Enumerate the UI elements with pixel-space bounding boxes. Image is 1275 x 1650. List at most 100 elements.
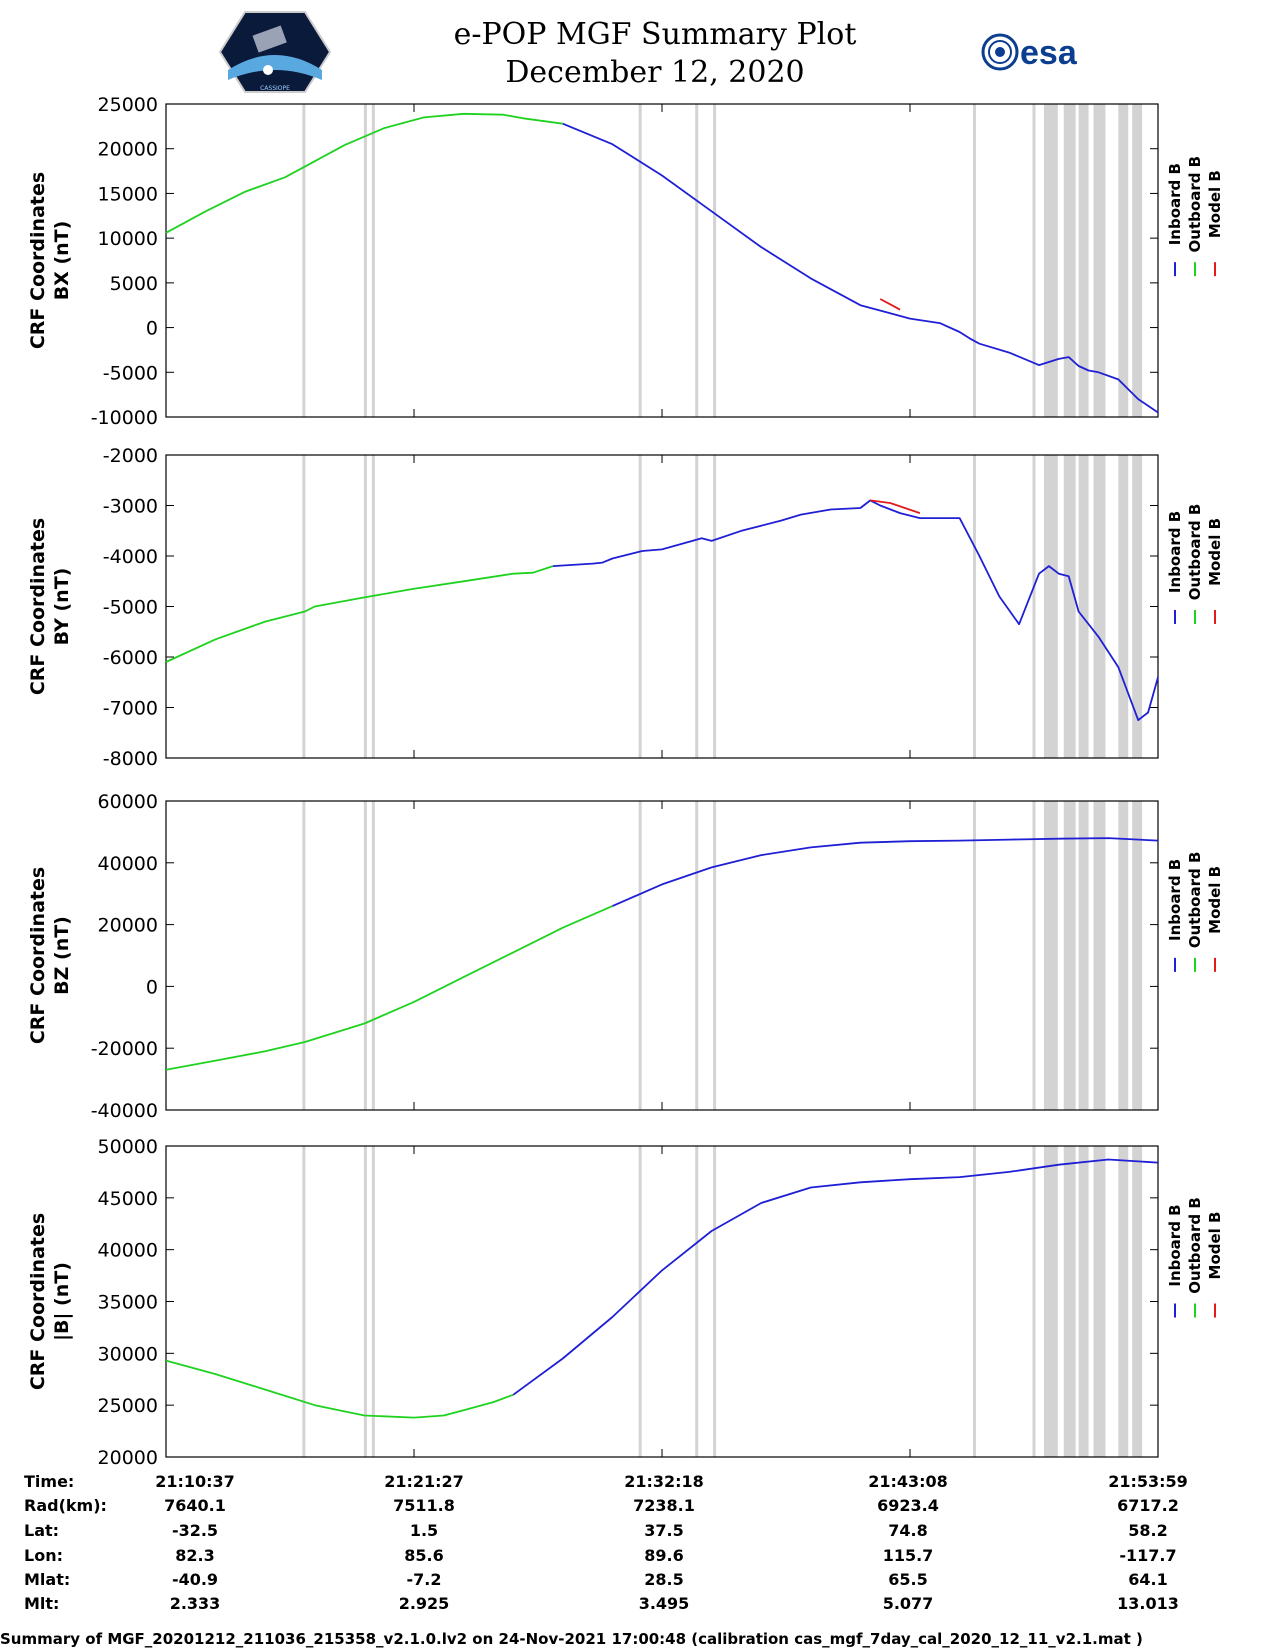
info-row-label: Mlt: [24, 1594, 59, 1613]
gap-bar [713, 104, 717, 417]
info-row-label: Time: [24, 1472, 74, 1491]
gap-bar [972, 1146, 976, 1457]
gap-bar [713, 455, 717, 758]
gap-bar [302, 455, 306, 758]
y-tick-label: 25000 [98, 1395, 158, 1417]
esa-logo-label: esa [1020, 34, 1078, 72]
info-cell: 1.5 [410, 1521, 438, 1540]
info-cell: 64.1 [1128, 1570, 1167, 1589]
gap-bar [371, 455, 375, 758]
gap-band [1118, 104, 1129, 417]
info-cell: 65.5 [888, 1570, 927, 1589]
legend-label: Outboard B [1186, 156, 1204, 253]
gap-band [1063, 455, 1076, 758]
info-cell: 21:53:59 [1108, 1472, 1188, 1491]
panel-bx: 25000 20000 15000 10000 5000 0 -5000 -10000 CRF … [27, 94, 1224, 429]
orbit-info-table: Time: Rad(km): Lat: Lon: Mlat: Mlt: 21:10:37 76… [24, 1472, 1188, 1613]
y-tick-label: 40000 [98, 853, 158, 875]
info-cell: 6923.4 [877, 1496, 939, 1515]
y-tick-label: 15000 [98, 183, 158, 205]
info-cell: 2.925 [399, 1594, 450, 1613]
gap-bar [1032, 104, 1036, 417]
info-cell: 37.5 [644, 1521, 683, 1540]
y-axis-unit-label: BY (nT) [51, 568, 73, 646]
series-inboard-b [562, 122, 1159, 414]
gap-bar [371, 801, 375, 1110]
y-tick-label: 0 [146, 976, 158, 998]
y-axis-label: CRF Coordinates [27, 172, 49, 349]
y-tick-label: 40000 [98, 1240, 158, 1262]
y-axis-unit-label: BX (nT) [51, 221, 73, 301]
legend-label: Inboard B [1166, 1204, 1184, 1286]
gap-band [1063, 104, 1076, 417]
legend: Inboard B Outboard B Model B [1166, 1197, 1224, 1318]
legend-label: Model B [1206, 170, 1224, 238]
gap-band [1078, 801, 1089, 1110]
series-model-b [870, 499, 921, 514]
gap-bar [363, 801, 367, 1110]
legend-label: Outboard B [1186, 852, 1204, 949]
info-cell: -7.2 [407, 1570, 442, 1589]
info-cell: -117.7 [1119, 1546, 1176, 1565]
legend-label: Inboard B [1166, 859, 1184, 941]
info-cell: 2.333 [170, 1594, 221, 1613]
gap-band [1093, 801, 1106, 1110]
y-axis-unit-label: |B| (nT) [51, 1262, 73, 1341]
info-cell: 115.7 [883, 1546, 934, 1565]
gap-bar [371, 104, 375, 417]
panel-bz: 60000 40000 20000 0 -20000 -40000 CRF Coordina… [27, 791, 1224, 1122]
info-cell: 6717.2 [1117, 1496, 1179, 1515]
header: CASSIOPE e-POP MGF Summary Plot December… [218, 11, 1078, 93]
gap-band [1043, 1146, 1058, 1457]
gap-band [1118, 1146, 1129, 1457]
info-row-label: Lon: [24, 1546, 63, 1565]
y-tick-label: -8000 [103, 748, 158, 770]
legend: Inboard B Outboard B Model B [1166, 156, 1224, 277]
y-axis-unit-label: BZ (nT) [51, 916, 73, 995]
panel-frame [165, 103, 1159, 418]
y-tick-label: -6000 [103, 647, 158, 669]
gap-band [1043, 455, 1058, 758]
gap-band [1132, 104, 1143, 417]
info-cell: 7238.1 [633, 1496, 695, 1515]
plot-panels: 2500020000150001000050000-5000-10000CRF … [27, 94, 1224, 1469]
gap-bar [371, 1146, 375, 1457]
gap-bar [638, 455, 642, 758]
info-cell: 5.077 [883, 1594, 934, 1613]
info-cell: 58.2 [1128, 1521, 1167, 1540]
info-row-label: Rad(km): [24, 1496, 107, 1515]
info-cell: 74.8 [888, 1521, 927, 1540]
info-cell: 7640.1 [164, 1496, 226, 1515]
y-tick-label: 25000 [98, 94, 158, 116]
y-tick-label: -7000 [103, 698, 158, 720]
gap-band [1132, 801, 1143, 1110]
y-tick-label: 45000 [98, 1188, 158, 1210]
cassiope-logo: CASSIOPE [218, 11, 332, 93]
y-tick-label: -40000 [91, 1100, 158, 1122]
gap-bar [972, 104, 976, 417]
legend-label: Outboard B [1186, 504, 1204, 601]
y-tick-label: -20000 [91, 1038, 158, 1060]
legend-label: Inboard B [1166, 511, 1184, 593]
gap-band [1078, 104, 1089, 417]
gap-band [1093, 455, 1106, 758]
info-cell: 28.5 [644, 1570, 683, 1589]
panel-bmag: 50000 45000 40000 35000 30000 25000 20000 CRF C… [27, 1136, 1224, 1469]
gap-band [1078, 455, 1089, 758]
gap-bar [1032, 1146, 1036, 1457]
plot-title: e-POP MGF Summary Plot [454, 17, 857, 52]
y-tick-label: 0 [146, 318, 158, 340]
y-tick-label: 10000 [98, 228, 158, 250]
gap-band [1043, 801, 1058, 1110]
gap-bar [363, 104, 367, 417]
info-cell: 21:43:08 [868, 1472, 948, 1491]
plot-date: December 12, 2020 [505, 55, 804, 90]
y-tick-label: 5000 [110, 273, 158, 295]
gap-bar [713, 1146, 717, 1457]
esa-logo: esa [981, 33, 1078, 72]
gap-band [1043, 104, 1058, 417]
gap-bar [695, 801, 699, 1110]
gap-bar [302, 1146, 306, 1457]
gap-band [1078, 1146, 1089, 1457]
